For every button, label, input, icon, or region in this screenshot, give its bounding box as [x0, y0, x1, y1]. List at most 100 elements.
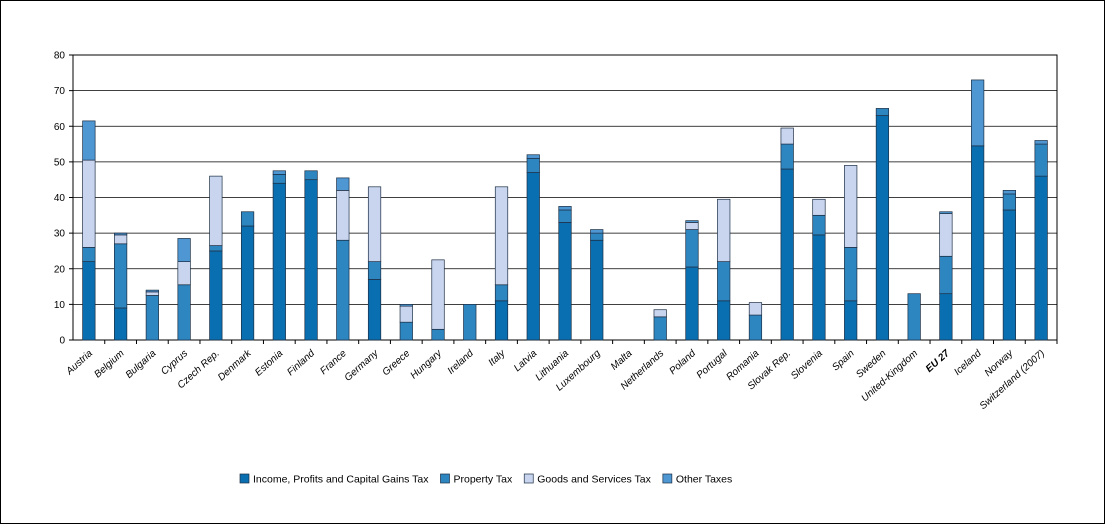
legend-swatch: [440, 474, 449, 483]
category-label: United-Kingdom: [860, 348, 921, 404]
bar-segment: [83, 160, 96, 247]
legend-label: Goods and Services Tax: [537, 474, 651, 486]
bar-segment: [241, 212, 254, 226]
y-tick-label: 60: [54, 122, 66, 133]
bar-segment: [844, 247, 857, 300]
bar-segment: [210, 176, 223, 245]
bar-segment: [83, 121, 96, 160]
bar-segment: [971, 80, 984, 146]
bar-segment: [273, 183, 286, 340]
bar-segment: [876, 116, 889, 340]
bar-segment: [781, 169, 794, 340]
bar-segment: [527, 158, 540, 172]
bar-segment: [114, 233, 127, 235]
bar-segment: [178, 285, 191, 340]
bar-segment: [210, 251, 223, 340]
y-tick-label: 10: [54, 300, 66, 311]
category-label: Bulgaria: [124, 348, 159, 381]
legend-swatch: [524, 474, 533, 483]
category-label: Hungary: [409, 347, 445, 381]
bar-segment: [717, 199, 730, 261]
category-label: Latvia: [512, 348, 540, 374]
bar-segment: [559, 206, 572, 210]
y-tick-label: 20: [54, 264, 66, 275]
bar-segment: [781, 144, 794, 169]
bar-segment: [337, 178, 350, 190]
category-label: Malta: [609, 348, 635, 373]
bar-segment: [400, 322, 413, 340]
bar-segment: [527, 155, 540, 159]
bar-segment: [178, 262, 191, 285]
bar-segment: [686, 222, 699, 229]
bar-segment: [527, 173, 540, 340]
bar-segment: [1003, 210, 1016, 340]
bar-segment: [495, 301, 508, 340]
bar-segment: [1003, 190, 1016, 194]
bar-segment: [813, 199, 826, 215]
bar-segment: [337, 240, 350, 340]
bar-segment: [749, 315, 762, 340]
bar-segment: [114, 235, 127, 244]
bar-segment: [368, 279, 381, 340]
bar-segment: [813, 215, 826, 235]
bar-segment: [241, 226, 254, 340]
bar-segment: [654, 317, 667, 340]
bar-segment: [114, 308, 127, 340]
bar-segment: [844, 301, 857, 340]
category-label: Ireland: [446, 348, 476, 377]
bar-segment: [400, 304, 413, 306]
bar-segment: [1003, 194, 1016, 210]
bar-segment: [432, 329, 445, 340]
category-label: EU 27: [924, 348, 952, 375]
category-label: Austria: [64, 348, 96, 378]
bar-segment: [273, 174, 286, 183]
bar-segment: [940, 214, 953, 257]
bar-segment: [654, 310, 667, 317]
bar-segment: [590, 233, 603, 240]
category-label: Estonia: [253, 348, 285, 379]
bar-segment: [559, 210, 572, 222]
bar-segment: [114, 244, 127, 308]
bar-segment: [368, 262, 381, 280]
category-label: Denmark: [216, 347, 254, 383]
category-label: Finland: [285, 348, 317, 378]
bar-segment: [83, 247, 96, 261]
bar-segment: [1035, 176, 1048, 340]
bar-segment: [495, 187, 508, 285]
category-label: Slovenia: [789, 348, 825, 382]
category-label: Germany: [343, 347, 382, 383]
bar-segment: [686, 221, 699, 223]
bar-segment: [273, 171, 286, 175]
bar-segment: [940, 294, 953, 340]
bar-segment: [400, 306, 413, 322]
bar-segment: [940, 256, 953, 293]
bar-segment: [305, 180, 318, 340]
bar-segment: [781, 128, 794, 144]
bar-segment: [83, 262, 96, 340]
legend-label: Other Taxes: [676, 474, 732, 486]
bar-segment: [971, 146, 984, 340]
legend-label: Income, Profits and Capital Gains Tax: [253, 474, 429, 486]
bar-segment: [178, 238, 191, 261]
y-tick-label: 50: [54, 157, 66, 168]
bar-segment: [876, 108, 889, 115]
bar-segment: [940, 212, 953, 214]
bar-segment: [146, 292, 159, 296]
bar-segment: [464, 304, 477, 340]
y-tick-label: 0: [59, 336, 65, 347]
legend-label: Property Tax: [453, 474, 512, 486]
bar-segment: [1035, 141, 1048, 145]
bar-segment: [337, 190, 350, 240]
y-tick-label: 70: [54, 86, 66, 97]
bar-segment: [686, 267, 699, 340]
bar-segment: [717, 301, 730, 340]
bar-segment: [908, 294, 921, 340]
category-label: Iceland: [952, 348, 984, 378]
bar-segment: [590, 240, 603, 340]
y-tick-label: 80: [54, 51, 66, 62]
bar-segment: [432, 260, 445, 329]
category-label: Belgium: [92, 348, 126, 380]
bar-segment: [749, 303, 762, 315]
bar-segment: [844, 165, 857, 247]
